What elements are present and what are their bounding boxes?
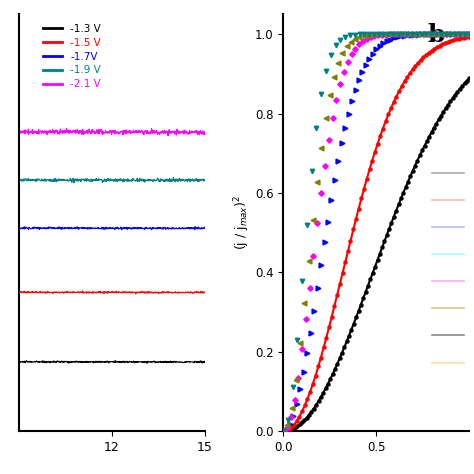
Y-axis label: (j / j$_{max}$)$^2$: (j / j$_{max}$)$^2$	[232, 195, 252, 250]
Legend: -1.3 V, -1.5 V, -1.7V, -1.9 V, -2.1 V: -1.3 V, -1.5 V, -1.7V, -1.9 V, -2.1 V	[39, 19, 105, 93]
Text: b: b	[427, 23, 445, 46]
